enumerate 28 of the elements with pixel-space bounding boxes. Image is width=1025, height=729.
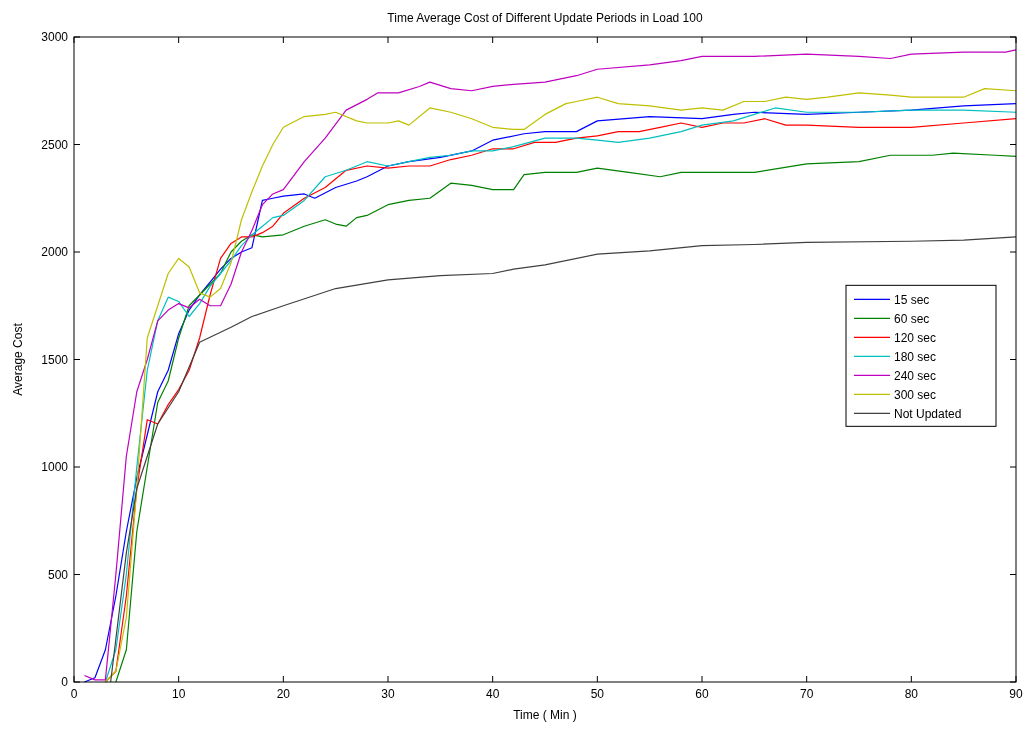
y-tick-label: 2000	[41, 245, 69, 260]
x-tick-label: 30	[381, 687, 395, 701]
line-series	[110, 236, 1017, 683]
x-tick-label: 70	[799, 687, 814, 701]
x-tick-label: 90	[1009, 687, 1023, 701]
y-tick-label: 1500	[41, 352, 69, 367]
x-tick-label: 80	[904, 687, 919, 701]
y-tick-label: 2500	[41, 137, 69, 152]
y-tick-label: 0	[61, 675, 69, 690]
chart-title: Time Average Cost of Different Update Periods in Load 100	[387, 11, 703, 25]
x-tick-label: 50	[590, 687, 605, 701]
legend-label: 240 sec	[894, 368, 937, 383]
legend-label: 60 sec	[894, 311, 930, 326]
y-tick-label: 1000	[41, 460, 69, 475]
x-tick-label: 60	[695, 687, 709, 701]
legend-label: 180 sec	[894, 349, 937, 364]
legend-label: 300 sec	[894, 387, 937, 402]
y-tick-label: 500	[47, 567, 69, 582]
legend-label: 15 sec	[894, 292, 930, 307]
y-axis-title: Average Cost	[11, 322, 25, 396]
x-tick-label: 20	[276, 687, 291, 701]
legend-label: Not Updated	[894, 406, 962, 421]
x-tick-label: 40	[485, 687, 500, 701]
x-axis-title: Time ( Min )	[513, 708, 577, 722]
x-tick-label: 10	[171, 687, 186, 701]
x-tick-label: 0	[70, 687, 78, 701]
y-tick-label: 3000	[41, 30, 69, 45]
legend-label: 120 sec	[894, 330, 937, 345]
